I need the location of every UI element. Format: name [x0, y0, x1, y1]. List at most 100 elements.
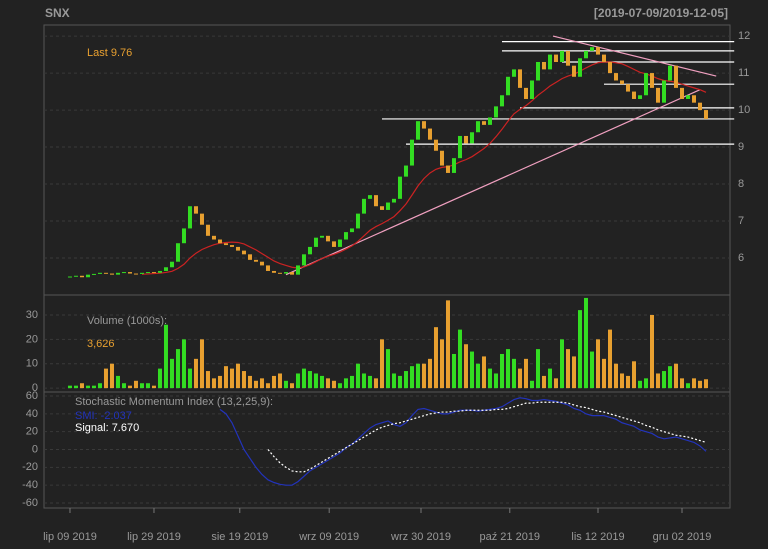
volume-bar [475, 363, 480, 389]
volume-bar [571, 356, 576, 389]
volume-bar [349, 375, 354, 389]
candle [133, 273, 138, 275]
volume-bar [685, 383, 690, 389]
candle [91, 273, 96, 275]
support-line [552, 35, 717, 77]
candle [259, 261, 264, 266]
candle [169, 261, 174, 268]
volume-bar [241, 371, 246, 389]
x-tick-label: paź 21 2019 [480, 531, 541, 543]
volume-bar [367, 375, 372, 389]
volume-bar [379, 339, 384, 389]
volume-title: Volume (1000s): [87, 315, 167, 327]
volume-bar [319, 375, 324, 389]
candle [697, 102, 702, 111]
x-tick-label: wrz 09 2019 [298, 531, 359, 543]
y-tick-label: 8 [738, 178, 744, 190]
volume-bar [691, 378, 696, 389]
candle [325, 235, 330, 242]
candle [415, 121, 420, 140]
volume-bar [457, 329, 462, 389]
candle [619, 80, 624, 85]
candle [541, 61, 546, 70]
volume-bar [355, 363, 360, 389]
candle [397, 176, 402, 199]
y-tick-label: 7 [738, 215, 744, 227]
volume-bar [679, 378, 684, 389]
candle [223, 243, 228, 246]
volume-bar [439, 339, 444, 389]
volume-bar [73, 385, 78, 389]
volume-bar [331, 380, 336, 389]
chart-title: SNX [45, 6, 70, 20]
volume-bar [139, 383, 144, 389]
candle [175, 243, 180, 262]
candle [229, 245, 234, 247]
volume-bar [79, 383, 84, 389]
moving-average [141, 61, 707, 275]
volume-bar [583, 297, 588, 389]
volume-bar [469, 351, 474, 389]
candle [307, 246, 312, 255]
volume-bar [607, 329, 612, 389]
volume-bar [673, 363, 678, 389]
volume-last: 3,626 [87, 338, 115, 350]
volume-bar [103, 368, 108, 389]
volume-bar [229, 368, 234, 389]
candle [163, 267, 168, 271]
candle [589, 47, 594, 51]
candle [391, 198, 396, 203]
volume-bar [385, 349, 390, 389]
candle [373, 195, 378, 207]
volume-bar [187, 368, 192, 389]
volume-bar [181, 339, 186, 389]
candle [199, 213, 204, 225]
volume-bar [361, 373, 366, 389]
candle [121, 272, 126, 274]
candle [211, 235, 216, 240]
candle [385, 202, 390, 210]
candle [667, 65, 672, 81]
x-tick-label: lip 09 2019 [43, 531, 97, 543]
candle [355, 213, 360, 229]
y-tick-label: 6 [738, 252, 744, 264]
candle [103, 272, 108, 274]
candle [481, 121, 486, 125]
y-tick-label: 20 [26, 333, 38, 345]
candle [403, 165, 408, 177]
candle [499, 95, 504, 107]
x-tick-label: gru 02 2019 [653, 531, 712, 543]
volume-bar [151, 385, 156, 389]
volume-bar [433, 327, 438, 389]
volume-bar [265, 383, 270, 389]
y-tick-label: -20 [22, 461, 38, 473]
candle [511, 69, 516, 77]
candle [565, 50, 570, 66]
candle [349, 228, 354, 233]
candle [205, 224, 210, 236]
candle [451, 158, 456, 173]
candle [181, 228, 186, 244]
candle [217, 239, 222, 244]
volume-bar [463, 344, 468, 389]
smi-line [267, 401, 707, 473]
y-tick-label: 40 [26, 408, 38, 420]
volume-bar [307, 371, 312, 389]
volume-bar [295, 373, 300, 389]
volume-bar [559, 339, 564, 389]
candle [289, 272, 294, 275]
volume-bar [523, 358, 528, 389]
candle [145, 272, 150, 274]
y-tick-label: 0 [32, 382, 38, 394]
volume-bar [577, 310, 582, 389]
candle [649, 73, 654, 88]
y-tick-label: 12 [738, 30, 750, 42]
volume-bar [109, 363, 114, 389]
candle [319, 235, 324, 238]
candle [523, 87, 528, 99]
volume-bar [487, 368, 492, 389]
candle [241, 250, 246, 255]
candle [379, 206, 384, 210]
candle [115, 272, 120, 275]
volume-bar [235, 363, 240, 389]
